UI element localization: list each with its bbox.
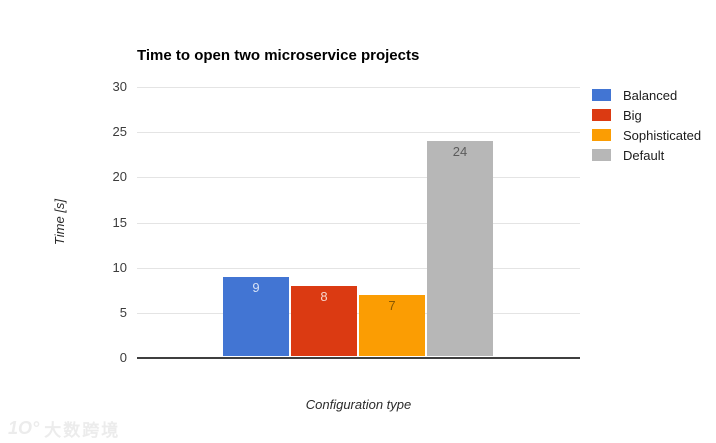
gridline-0 (137, 357, 580, 359)
gridline-25 (137, 132, 580, 134)
legend-item-big: Big (592, 105, 701, 125)
gridline-30 (137, 87, 580, 88)
bar-balanced: 9 (223, 276, 289, 356)
watermark-text: 大数跨境 (44, 421, 121, 440)
y-tick-label-5: 5 (119, 304, 127, 320)
legend-label: Balanced (623, 87, 678, 103)
legend-swatch-icon (592, 149, 611, 161)
gridline-15 (137, 222, 580, 224)
legend-item-default: Default (592, 145, 701, 165)
legend-label: Big (623, 107, 642, 123)
legend-swatch-icon (592, 129, 611, 141)
legend: Balanced Big Sophisticated Default (592, 85, 701, 165)
bar-value-label: 7 (388, 297, 396, 313)
bar-sophisticated: 7 (359, 294, 425, 356)
gridline-5 (137, 312, 580, 314)
legend-swatch-icon (592, 109, 611, 121)
legend-swatch-icon (592, 89, 611, 101)
bar-value-label: 9 (252, 279, 260, 295)
y-tick-label-20: 20 (112, 169, 127, 185)
x-axis-label: Configuration type (305, 397, 412, 412)
bar-default: 24 (427, 141, 493, 356)
plot-area: 9 8 7 24 (137, 87, 580, 359)
bar-value-label: 24 (452, 144, 468, 160)
legend-item-balanced: Balanced (592, 85, 701, 105)
bar-big: 8 (291, 285, 357, 356)
legend-label: Sophisticated (623, 127, 702, 143)
watermark-logo-icon: 1O° (8, 418, 40, 438)
bar-value-label: 8 (320, 288, 328, 304)
gridline-10 (137, 267, 580, 269)
y-tick-label-30: 30 (112, 79, 127, 94)
y-tick-label-25: 25 (112, 124, 127, 140)
chart-title: Time to open two microservice projects (137, 47, 420, 64)
legend-label: Default (623, 147, 665, 163)
y-tick-label-10: 10 (112, 259, 127, 275)
legend-item-sophisticated: Sophisticated (592, 125, 701, 145)
y-tick-label-15: 15 (112, 214, 127, 230)
y-tick-label-0: 0 (119, 350, 127, 365)
gridline-20 (137, 177, 580, 179)
watermark: 1O° 大数跨境 (8, 416, 120, 441)
